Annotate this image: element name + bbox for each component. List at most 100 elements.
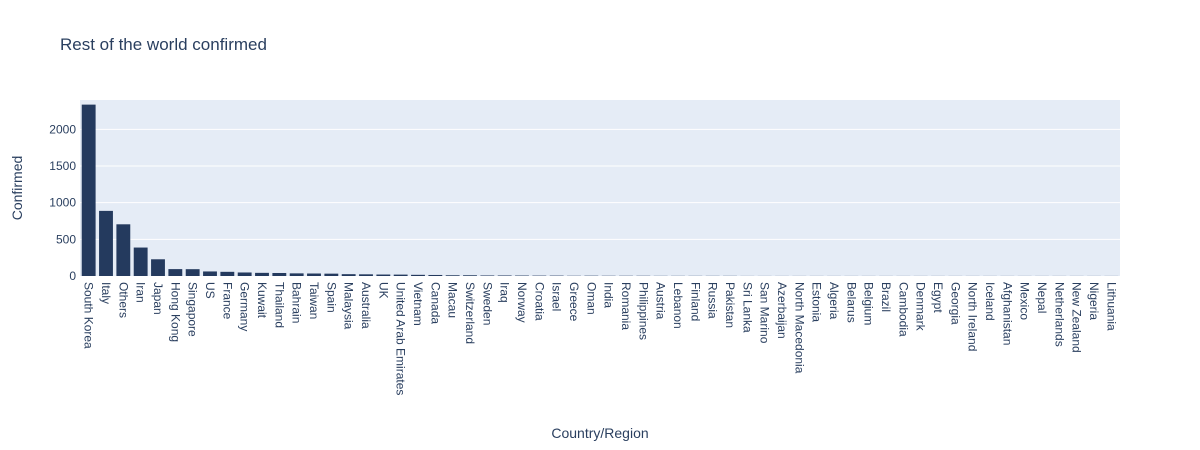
gridlines [80, 128, 1120, 240]
x-tick-label: North Macedonia [792, 282, 806, 374]
x-tick-label: Mexico [1018, 282, 1032, 320]
x-tick-label: Algeria [827, 282, 841, 320]
bar[interactable] [480, 275, 495, 276]
bar[interactable] [237, 272, 252, 276]
bar[interactable] [307, 273, 321, 276]
bar[interactable] [185, 269, 200, 276]
x-tick-label: Netherlands [1052, 282, 1066, 347]
bar[interactable] [151, 259, 165, 276]
chart-title: Rest of the world confirmed [60, 35, 267, 54]
y-axis-title: Confirmed [9, 156, 25, 221]
x-tick-label: Taiwan [307, 282, 321, 319]
x-tick-label: New Zealand [1070, 282, 1084, 353]
bar[interactable] [116, 224, 131, 276]
x-tick-label: Kuwait [255, 282, 269, 319]
bar[interactable] [341, 274, 356, 276]
x-tick-label: Georgia [948, 282, 962, 325]
x-tick-label: Afghanistan [1000, 282, 1014, 345]
x-tick-label: Iceland [983, 282, 997, 321]
x-tick-label: Switzerland [463, 282, 477, 344]
x-tick-label: Others [116, 282, 130, 318]
bar[interactable] [428, 274, 443, 276]
x-tick-label: Sweden [480, 282, 494, 325]
x-tick-label: United Arab Emirates [394, 282, 408, 395]
x-tick-label: Croatia [532, 282, 546, 321]
bar[interactable] [133, 247, 148, 276]
y-tick-label: 500 [56, 232, 76, 246]
bar[interactable] [445, 275, 460, 276]
x-tick-label: Nepal [1035, 282, 1049, 313]
bar[interactable] [463, 275, 477, 276]
bar[interactable] [81, 104, 96, 277]
x-tick-label: Spain [324, 282, 338, 313]
plot-area [80, 100, 1120, 276]
x-tick-label: India [602, 282, 616, 308]
x-tick-label: Germany [238, 282, 252, 331]
x-tick-label: Estonia [810, 282, 824, 322]
x-tick-label: Lithuania [1104, 282, 1118, 331]
x-tick-label: Singapore [186, 282, 200, 337]
bar[interactable] [324, 273, 339, 276]
x-tick-label: Italy [99, 282, 113, 304]
x-tick-label: Philippines [636, 282, 650, 340]
x-tick-label: Hong Kong [168, 282, 182, 342]
x-tick-label: Iran [134, 282, 148, 303]
x-tick-label: Cambodia [896, 282, 910, 337]
bar[interactable] [99, 210, 113, 276]
x-tick-label: France [220, 282, 234, 320]
y-tick-label: 0 [69, 269, 76, 283]
x-tick-label: Finland [688, 282, 702, 321]
bar[interactable] [220, 271, 235, 276]
x-tick-label: Israel [550, 282, 564, 311]
x-tick-label: Thailand [272, 282, 286, 328]
y-tick-label: 2000 [49, 122, 76, 136]
x-tick-label: Brazil [879, 282, 893, 312]
x-tick-label: Lebanon [671, 282, 685, 329]
bar[interactable] [376, 274, 391, 276]
bar[interactable] [289, 273, 304, 276]
y-axis-ticks: 0 500 1000 1500 2000 [49, 122, 76, 283]
x-tick-label: Romania [619, 282, 633, 330]
x-tick-label: South Korea [82, 282, 96, 349]
bar[interactable] [497, 275, 512, 276]
bar[interactable] [393, 274, 408, 276]
bar[interactable] [359, 274, 373, 276]
x-tick-label: UK [376, 282, 390, 299]
x-tick-label: Vietnam [411, 282, 425, 326]
bar[interactable] [255, 272, 269, 276]
x-tick-label: Canada [428, 282, 442, 324]
x-tick-label: US [203, 282, 217, 299]
x-tick-label: Pakistan [723, 282, 737, 328]
x-tick-label: Greece [567, 282, 581, 322]
x-axis-ticks: South Korea Italy Others Iran Japan Hong Kong… [82, 282, 1119, 395]
x-tick-label: San Marino [758, 282, 772, 344]
bar[interactable] [411, 274, 425, 276]
x-axis-title: Country/Region [551, 425, 648, 441]
x-tick-label: Denmark [914, 282, 928, 332]
bar[interactable] [272, 272, 287, 276]
x-tick-label: Nigeria [1087, 282, 1101, 320]
x-tick-label: Malaysia [342, 282, 356, 330]
x-tick-label: Sri Lanka [740, 282, 754, 333]
x-tick-label: Russia [706, 282, 720, 319]
x-tick-label: Azerbaijan [775, 282, 789, 339]
bar[interactable] [168, 269, 183, 276]
y-tick-label: 1500 [49, 159, 76, 173]
bar[interactable] [203, 271, 217, 276]
x-tick-label: Australia [359, 282, 373, 329]
x-tick-label: Austria [654, 282, 668, 320]
x-tick-label: North Ireland [966, 282, 980, 351]
x-tick-label: Oman [584, 282, 598, 315]
x-tick-label: Japan [151, 282, 165, 315]
x-tick-label: Iraq [498, 282, 512, 303]
x-tick-label: Belgium [862, 282, 876, 325]
bars [81, 104, 1119, 277]
x-tick-label: Macau [446, 282, 460, 318]
x-tick-label: Belarus [844, 282, 858, 323]
x-tick-label: Norway [515, 282, 529, 323]
x-tick-label: Bahrain [290, 282, 304, 323]
y-tick-label: 1000 [49, 196, 76, 210]
x-tick-label: Egypt [931, 282, 945, 313]
